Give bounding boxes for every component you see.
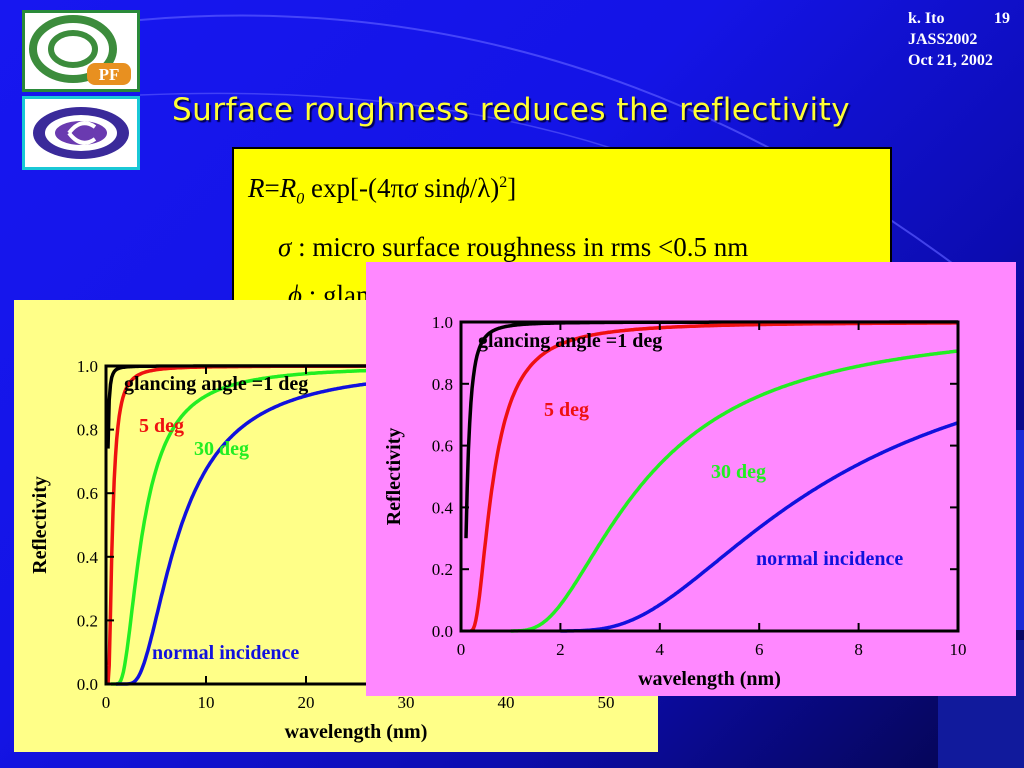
y-tick-label: 0.2 bbox=[77, 611, 98, 630]
series-annotation: 30 deg bbox=[194, 438, 249, 460]
y-tick-label: 0.8 bbox=[77, 421, 98, 440]
y-axis-label: Reflectivity bbox=[383, 428, 405, 526]
x-tick-label: 8 bbox=[854, 640, 863, 659]
series-line bbox=[560, 421, 959, 633]
x-axis-label: wavelength (nm) bbox=[638, 668, 781, 690]
x-tick-label: 50 bbox=[598, 693, 615, 712]
eq-equals: = bbox=[264, 173, 280, 203]
eq-r: R bbox=[248, 173, 265, 203]
pf-logo: PF bbox=[22, 10, 140, 92]
x-tick-label: 6 bbox=[755, 640, 764, 659]
y-tick-label: 0.0 bbox=[432, 622, 453, 641]
eq-sigma: σ bbox=[404, 173, 418, 203]
slide-title: Surface roughness reduces the reflectivi… bbox=[172, 92, 851, 128]
x-tick-label: 4 bbox=[656, 640, 665, 659]
eq-slash: / bbox=[469, 173, 478, 203]
y-tick-label: 0.0 bbox=[77, 675, 98, 694]
eq-r0: R bbox=[279, 173, 297, 203]
eq-phi: ϕ bbox=[455, 173, 470, 203]
series-annotation: glancing angle =1 deg bbox=[124, 373, 308, 395]
x-axis-label: wavelength (nm) bbox=[285, 721, 428, 743]
x-tick-label: 10 bbox=[198, 693, 215, 712]
y-tick-label: 0.8 bbox=[432, 375, 453, 394]
series-annotation: 5 deg bbox=[139, 415, 184, 437]
y-axis-label: Reflectivity bbox=[29, 476, 51, 574]
x-tick-label: 0 bbox=[457, 640, 466, 659]
series-annotation: normal incidence bbox=[152, 642, 299, 664]
eq-square: 2 bbox=[499, 174, 508, 191]
x-tick-label: 10 bbox=[950, 640, 967, 659]
x-tick-label: 20 bbox=[298, 693, 315, 712]
kek-logo-icon bbox=[33, 107, 129, 159]
series-line bbox=[510, 349, 959, 633]
slide-header: k. Ito 19 JASS2002 Oct 21, 2002 bbox=[908, 8, 1010, 71]
series-annotation: 5 deg bbox=[544, 399, 589, 421]
date: Oct 21, 2002 bbox=[908, 52, 993, 69]
plot-frame bbox=[459, 320, 960, 633]
pf-logo-icon: PF bbox=[29, 15, 131, 85]
chart-zoomed-range: 0 2 4 6 8 10 0.0 0.2 0.4 0.6 0.8 1.0 wavelength (nm)… bbox=[383, 313, 967, 690]
series-annotation: normal incidence bbox=[756, 548, 903, 570]
chart-panel-right: 0 2 4 6 8 10 0.0 0.2 0.4 0.6 0.8 1.0 wavelength (nm)… bbox=[366, 262, 1016, 696]
series-annotation: 30 deg bbox=[711, 461, 766, 483]
x-tick-label: 30 bbox=[398, 693, 415, 712]
eq-end: ] bbox=[507, 173, 517, 203]
series-line bbox=[464, 320, 958, 539]
y-tick-label: 1.0 bbox=[432, 313, 453, 332]
sigma-text: : micro surface roughness in rms <0.5 nm bbox=[291, 232, 749, 263]
y-tick-label: 1.0 bbox=[77, 357, 98, 376]
eq-close: ) bbox=[490, 173, 500, 203]
sigma-definition: σ : micro surface roughness in rms <0.5 … bbox=[248, 223, 876, 271]
x-tick-label: 0 bbox=[102, 693, 111, 712]
x-tick-label: 40 bbox=[498, 693, 515, 712]
series-annotation: glancing angle =1 deg bbox=[478, 330, 662, 352]
chart-full-range: 0 10 20 30 40 500.00.20.40.60.81.0wavelength … bbox=[29, 357, 615, 743]
author: k. Ito bbox=[908, 10, 945, 27]
sigma-symbol: σ bbox=[278, 232, 292, 263]
equation-line: R=R0 exp[-(4πσ sinϕ/λ)2] bbox=[248, 159, 876, 223]
y-tick-label: 0.6 bbox=[77, 484, 98, 503]
page-number: 19 bbox=[994, 10, 1010, 27]
y-tick-label: 0.4 bbox=[432, 498, 454, 517]
y-tick-label: 0.6 bbox=[432, 437, 453, 456]
y-tick-label: 0.2 bbox=[432, 560, 453, 579]
eq-lambda: λ bbox=[477, 173, 491, 203]
eq-r0-sub: 0 bbox=[296, 190, 305, 208]
eq-exp: exp[-(4 bbox=[304, 173, 391, 203]
kek-logo bbox=[22, 96, 140, 170]
eq-sin: sin bbox=[417, 173, 456, 203]
pf-logo-text: PF bbox=[99, 65, 120, 84]
eq-pi: π bbox=[390, 173, 405, 203]
conference: JASS2002 bbox=[908, 31, 978, 48]
x-tick-label: 2 bbox=[556, 640, 565, 659]
y-tick-label: 0.4 bbox=[77, 548, 99, 567]
